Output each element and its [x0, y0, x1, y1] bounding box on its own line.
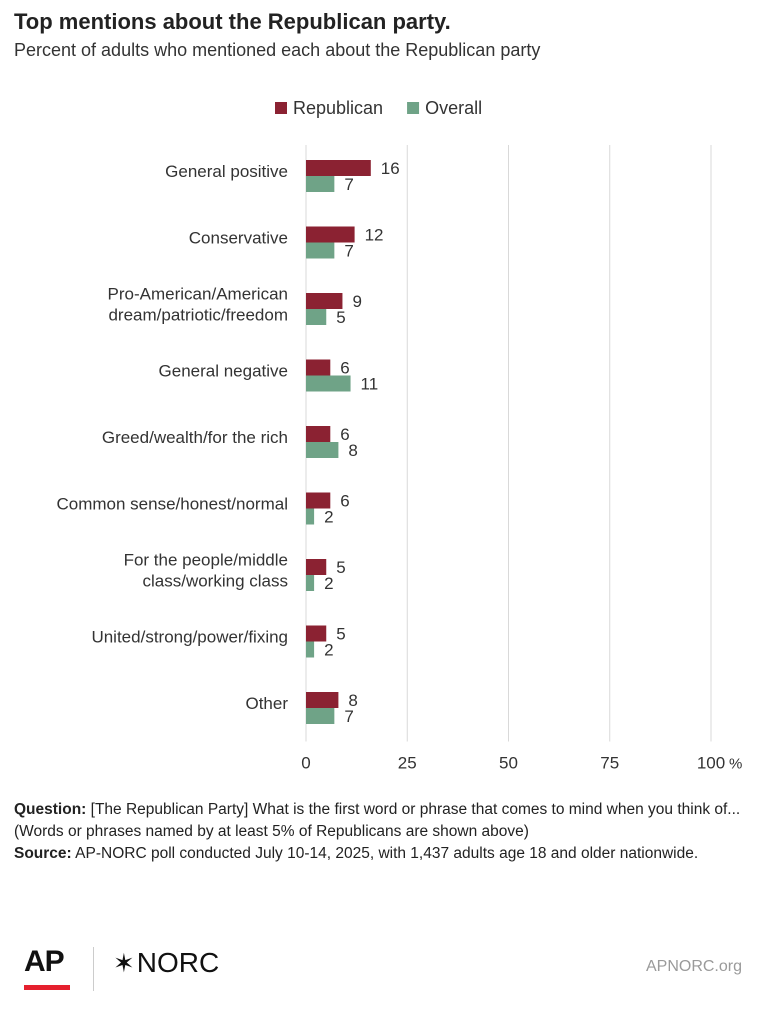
- data-label-republican: 5: [336, 625, 345, 644]
- category-label: General positive: [165, 162, 288, 181]
- bar-republican: [306, 692, 339, 708]
- x-tick-label: 0: [301, 754, 310, 773]
- data-label-republican: 16: [381, 159, 400, 178]
- bar-republican: [306, 426, 331, 442]
- data-label-overall: 2: [324, 508, 333, 527]
- category-label: Pro-American/American: [108, 285, 288, 304]
- legend-label-republican: Republican: [293, 98, 383, 118]
- data-label-overall: 5: [336, 308, 345, 327]
- bar-overall: [306, 442, 339, 458]
- bar-chart: Republican Overall General positive 16 7 Cons…: [56, 98, 742, 773]
- data-label-overall: 2: [324, 574, 333, 593]
- bar-overall: [306, 641, 315, 658]
- bar-overall: [306, 176, 335, 192]
- ap-logo: AP: [24, 945, 65, 978]
- category-label: General negative: [159, 362, 288, 381]
- bar-overall: [306, 575, 315, 591]
- category-label: United/strong/power/fixing: [91, 628, 288, 647]
- bar-overall: [306, 242, 335, 259]
- category-label: class/working class: [143, 572, 289, 591]
- data-label-overall: 8: [348, 441, 357, 460]
- data-label-overall: 11: [361, 375, 379, 394]
- data-label-republican: 6: [340, 425, 349, 444]
- data-label-overall: 7: [344, 707, 353, 726]
- data-label-overall: 7: [344, 242, 353, 261]
- question-note: Question: [The Republican Party] What is…: [14, 801, 741, 818]
- data-label-overall: 7: [344, 175, 353, 194]
- chart-subtitle: Percent of adults who mentioned each abo…: [14, 40, 541, 60]
- bar-republican: [306, 625, 327, 642]
- bar-overall: [306, 508, 315, 525]
- bar-overall: [306, 309, 327, 325]
- question-sub-note: (Words or phrases named by at least 5% o…: [14, 823, 529, 840]
- x-tick-label: 50: [499, 754, 518, 773]
- norc-logo: ✶NORC: [113, 947, 220, 978]
- category-label: For the people/middle: [124, 551, 288, 570]
- data-label-republican: 8: [348, 691, 357, 710]
- bar-republican: [306, 559, 327, 575]
- bar-republican: [306, 492, 331, 509]
- data-label-republican: 5: [336, 558, 345, 577]
- legend-swatch-republican: [275, 102, 287, 114]
- data-label-overall: 2: [324, 641, 333, 660]
- data-label-republican: 6: [340, 359, 349, 378]
- category-label: Conservative: [189, 229, 288, 248]
- data-label-republican: 12: [365, 226, 384, 245]
- site-link[interactable]: APNORC.org: [645, 958, 742, 975]
- source-note: Source: AP-NORC poll conducted July 10-1…: [14, 845, 699, 862]
- chart-title: Top mentions about the Republican party.: [14, 9, 451, 34]
- bar-overall: [306, 708, 335, 724]
- bar-republican: [306, 293, 343, 309]
- footer: AP ✶NORC APNORC.org: [0, 935, 764, 1005]
- bar-republican: [306, 160, 371, 176]
- x-tick-label: 100: [697, 754, 725, 773]
- data-label-republican: 9: [352, 292, 361, 311]
- bar-republican: [306, 226, 355, 243]
- norc-star-icon: ✶: [113, 948, 135, 978]
- chart-notes: Question: [The Republican Party] What is…: [14, 799, 744, 865]
- bar-overall: [306, 375, 351, 392]
- legend-label-overall: Overall: [425, 98, 482, 118]
- category-label: dream/patriotic/freedom: [108, 306, 288, 325]
- data-label-republican: 6: [340, 492, 349, 511]
- bar-republican: [306, 359, 331, 376]
- category-label: Other: [245, 694, 288, 713]
- category-label: Common sense/honest/normal: [56, 495, 288, 514]
- legend-swatch-overall: [407, 102, 420, 114]
- ap-logo-underline: [24, 985, 70, 990]
- x-tick-label: 25: [398, 754, 417, 773]
- category-label: Greed/wealth/for the rich: [102, 428, 288, 447]
- x-unit-label: %: [729, 756, 742, 773]
- logo-divider: [93, 947, 94, 991]
- x-tick-label: 75: [600, 754, 619, 773]
